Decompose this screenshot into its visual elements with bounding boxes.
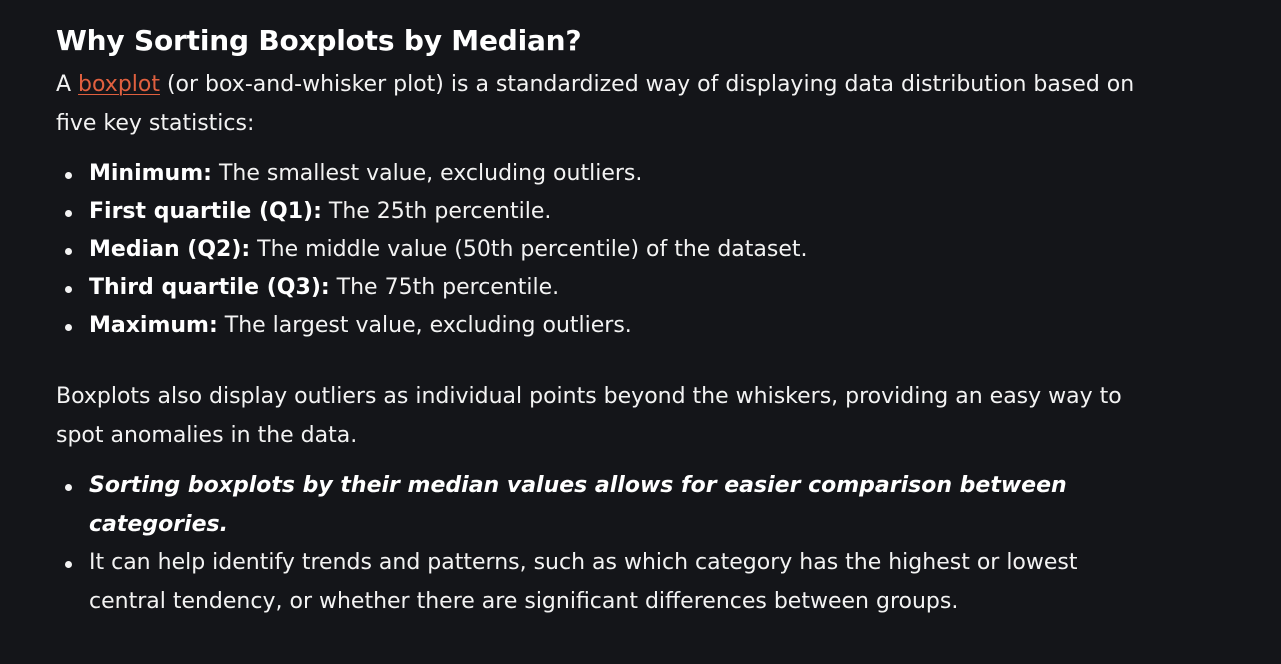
- stat-description: The middle value (50th percentile) of th…: [250, 237, 808, 262]
- stat-term: Maximum:: [89, 313, 218, 338]
- section-heading: Why Sorting Boxplots by Median?: [56, 24, 582, 57]
- stat-description: The largest value, excluding outliers.: [217, 313, 632, 338]
- bullet-icon: [65, 484, 72, 491]
- benefit-text: It can help identify trends and patterns…: [89, 550, 1078, 614]
- list-item-maximum: Maximum: The largest value, excluding ou…: [56, 307, 1109, 345]
- bullet-icon: [65, 324, 72, 331]
- list-item-sorting-benefit: Sorting boxplots by their median values …: [56, 467, 1109, 544]
- intro-suffix: (or box-and-whisker plot) is a standardi…: [56, 72, 1135, 136]
- emphasized-text: Sorting boxplots by their median values …: [89, 473, 1067, 537]
- stat-term: Median (Q2):: [89, 237, 251, 262]
- intro-prefix: A: [56, 72, 79, 97]
- bullet-icon: [65, 172, 72, 179]
- list-item-minimum: Minimum: The smallest value, excluding o…: [56, 155, 1109, 193]
- bullet-icon: [65, 210, 72, 217]
- list-item-third-quartile: Third quartile (Q3): The 75th percentile…: [56, 269, 1109, 307]
- stat-description: The 75th percentile.: [329, 275, 560, 300]
- stat-term: Minimum:: [89, 161, 212, 186]
- list-item-trends-benefit: It can help identify trends and patterns…: [56, 544, 1109, 621]
- five-statistics-list: Minimum: The smallest value, excluding o…: [56, 155, 1281, 345]
- stat-term: First quartile (Q1):: [89, 199, 322, 224]
- stat-description: The smallest value, excluding outliers.: [211, 161, 643, 186]
- stat-term: Third quartile (Q3):: [89, 275, 330, 300]
- benefits-list: Sorting boxplots by their median values …: [56, 467, 1281, 621]
- bullet-icon: [65, 248, 72, 255]
- boxplot-link[interactable]: boxplot: [78, 72, 160, 97]
- intro-paragraph: A boxplot (or box-and-whisker plot) is a…: [56, 66, 1146, 143]
- bullet-icon: [65, 286, 72, 293]
- outliers-paragraph: Boxplots also display outliers as indivi…: [56, 384, 1122, 448]
- stat-description: The 25th percentile.: [321, 199, 552, 224]
- list-item-first-quartile: First quartile (Q1): The 25th percentile…: [56, 193, 1109, 231]
- list-item-median: Median (Q2): The middle value (50th perc…: [56, 231, 1109, 269]
- bullet-icon: [65, 561, 72, 568]
